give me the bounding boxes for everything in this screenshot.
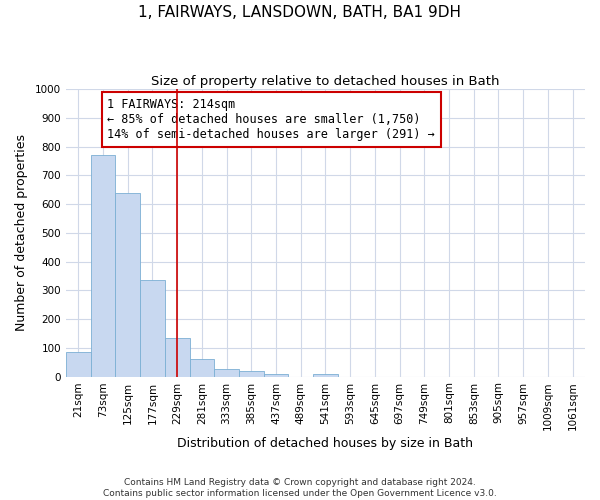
Text: 1 FAIRWAYS: 214sqm
← 85% of detached houses are smaller (1,750)
14% of semi-deta: 1 FAIRWAYS: 214sqm ← 85% of detached hou… [107,98,435,141]
Bar [214,370,239,376]
Bar [190,360,214,376]
Text: Contains HM Land Registry data © Crown copyright and database right 2024.
Contai: Contains HM Land Registry data © Crown c… [103,478,497,498]
Title: Size of property relative to detached houses in Bath: Size of property relative to detached ho… [151,75,500,88]
Bar [263,374,289,376]
Y-axis label: Number of detached properties: Number of detached properties [15,134,28,332]
X-axis label: Distribution of detached houses by size in Bath: Distribution of detached houses by size … [178,437,473,450]
Bar [239,371,263,376]
Bar [140,280,165,376]
Bar [165,338,190,376]
Text: 1, FAIRWAYS, LANSDOWN, BATH, BA1 9DH: 1, FAIRWAYS, LANSDOWN, BATH, BA1 9DH [139,5,461,20]
Bar [66,352,91,376]
Bar [115,192,140,376]
Bar [91,156,115,376]
Bar [313,374,338,376]
